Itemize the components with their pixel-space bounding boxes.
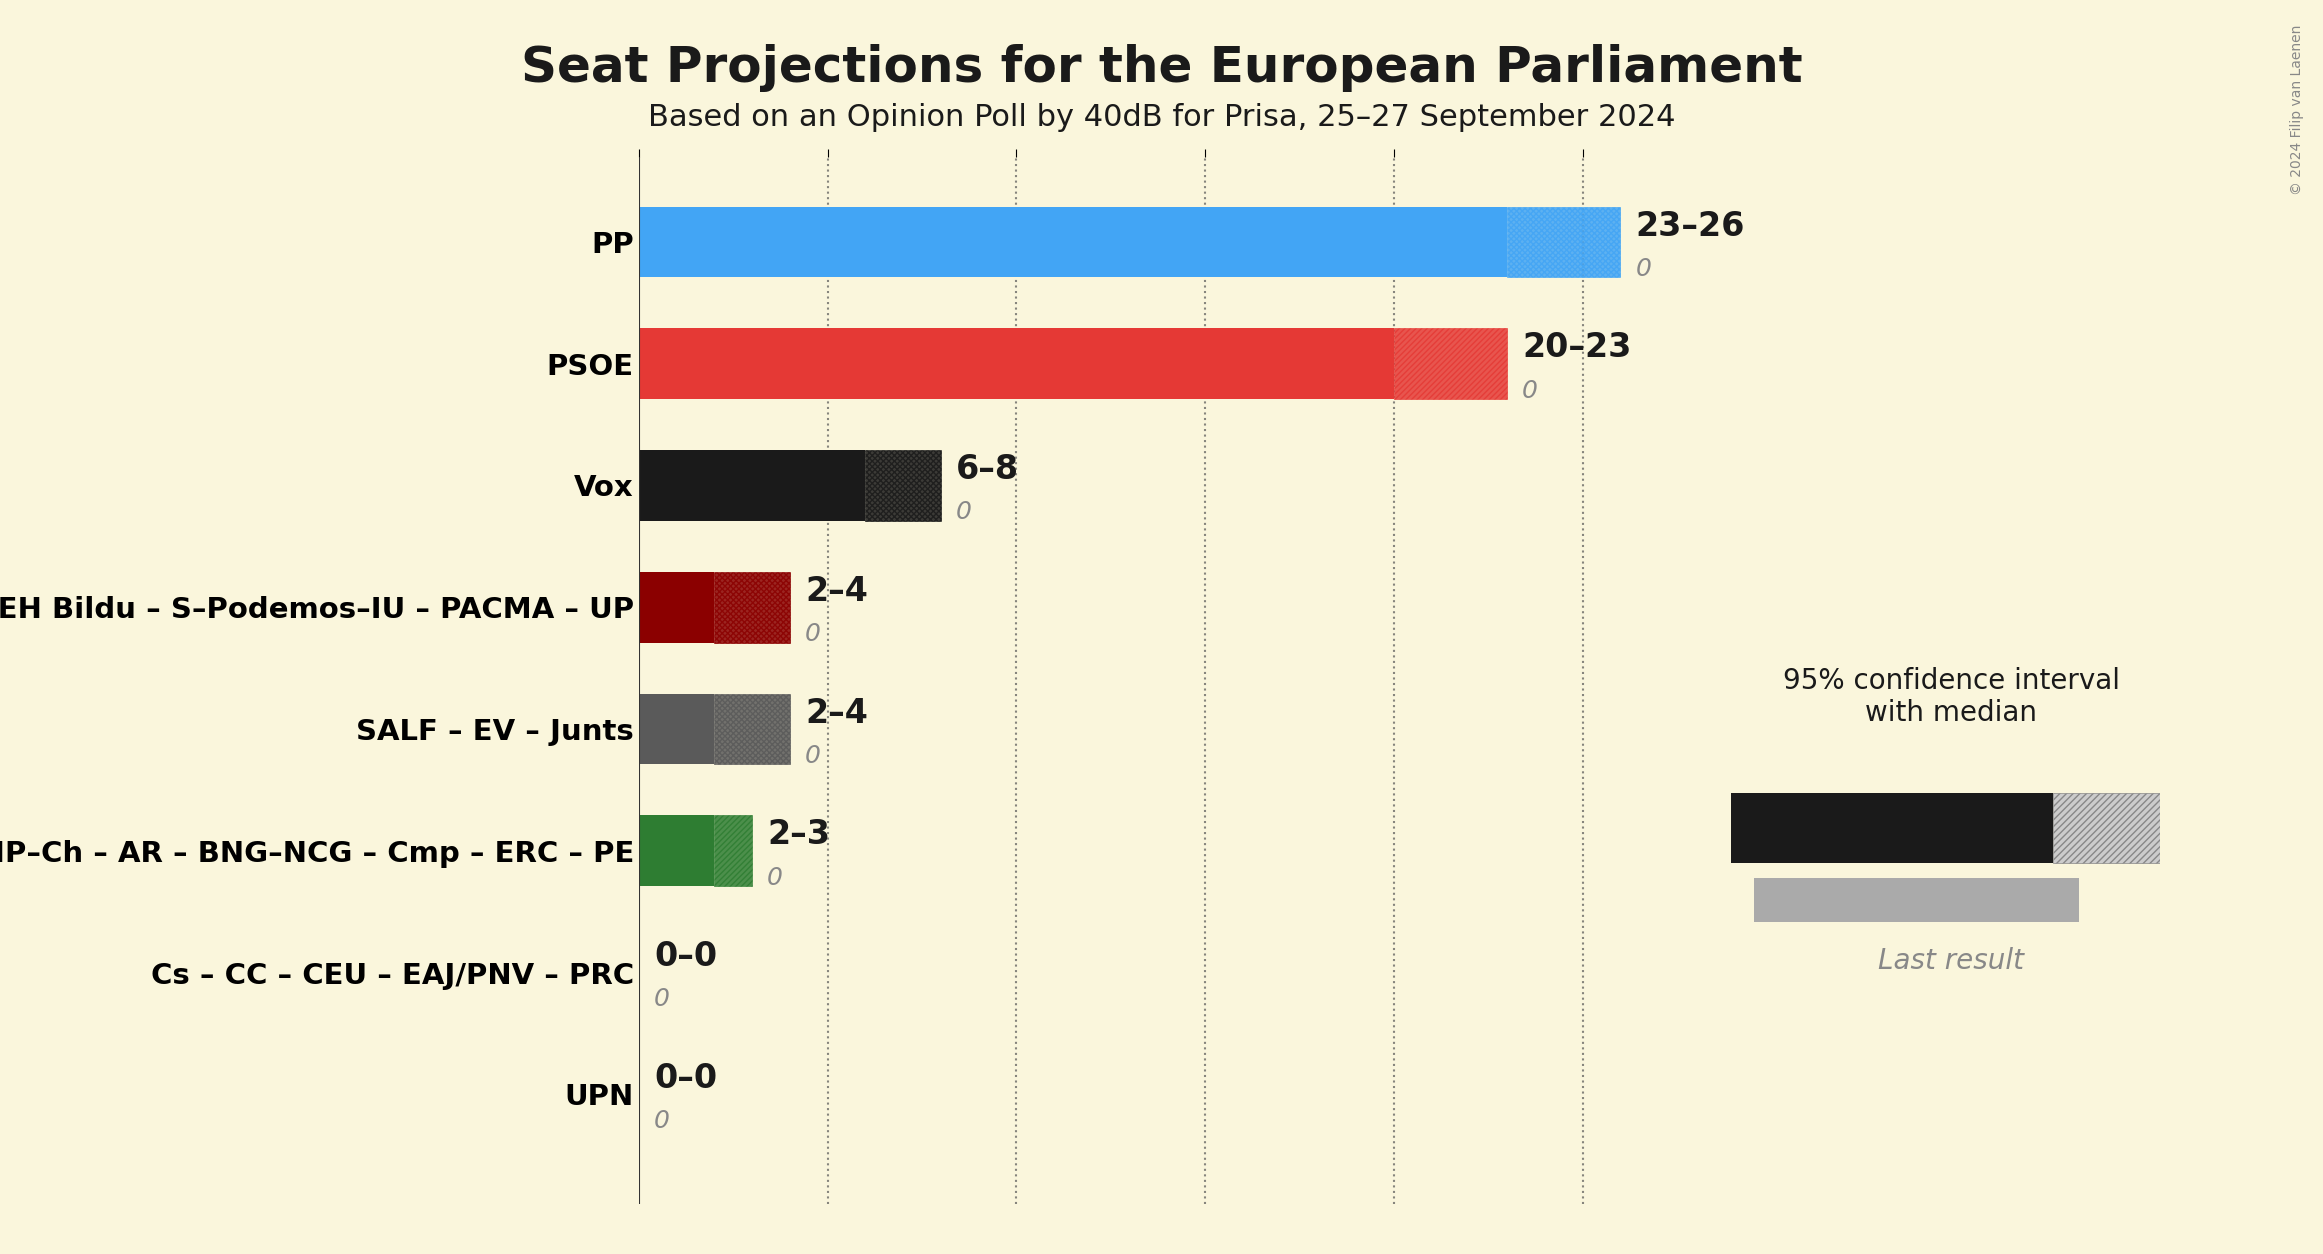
Text: 23–26: 23–26	[1635, 209, 1745, 243]
Bar	[639, 693, 715, 764]
Text: 0: 0	[767, 865, 783, 889]
Text: 2–4: 2–4	[804, 574, 869, 608]
Text: 0: 0	[957, 500, 971, 524]
Text: 2–3: 2–3	[767, 819, 829, 851]
Text: 0: 0	[804, 622, 820, 646]
Bar	[715, 815, 753, 887]
Text: 0: 0	[804, 744, 820, 767]
Bar	[864, 450, 941, 520]
Text: 6–8: 6–8	[957, 453, 1020, 487]
Text: 0–0: 0–0	[655, 940, 718, 973]
Text: 0: 0	[1635, 257, 1652, 281]
Text: 95% confidence interval
with median: 95% confidence interval with median	[1782, 667, 2121, 727]
Text: © 2024 Filip van Laenen: © 2024 Filip van Laenen	[2290, 25, 2304, 196]
Text: Seat Projections for the European Parliament: Seat Projections for the European Parlia…	[520, 44, 1803, 92]
Text: Based on an Opinion Poll by 40dB for Prisa, 25–27 September 2024: Based on an Opinion Poll by 40dB for Pri…	[648, 103, 1675, 132]
Bar	[1508, 207, 1619, 277]
Bar	[639, 207, 1508, 277]
Text: 0: 0	[655, 987, 669, 1011]
Bar	[1944, 793, 2054, 863]
Text: Last result: Last result	[1879, 947, 2023, 974]
Text: 0: 0	[1522, 379, 1538, 403]
Bar	[639, 329, 1394, 399]
Bar	[639, 450, 864, 520]
Bar	[1731, 793, 1944, 863]
Text: 0–0: 0–0	[655, 1062, 718, 1095]
Bar	[639, 572, 715, 642]
Bar	[1394, 329, 1508, 399]
Bar	[715, 693, 790, 764]
Text: 2–4: 2–4	[804, 697, 869, 730]
Text: 20–23: 20–23	[1522, 331, 1631, 365]
Bar	[715, 572, 790, 642]
Bar	[639, 815, 715, 887]
Bar	[2054, 793, 2160, 863]
Text: 0: 0	[655, 1109, 669, 1134]
